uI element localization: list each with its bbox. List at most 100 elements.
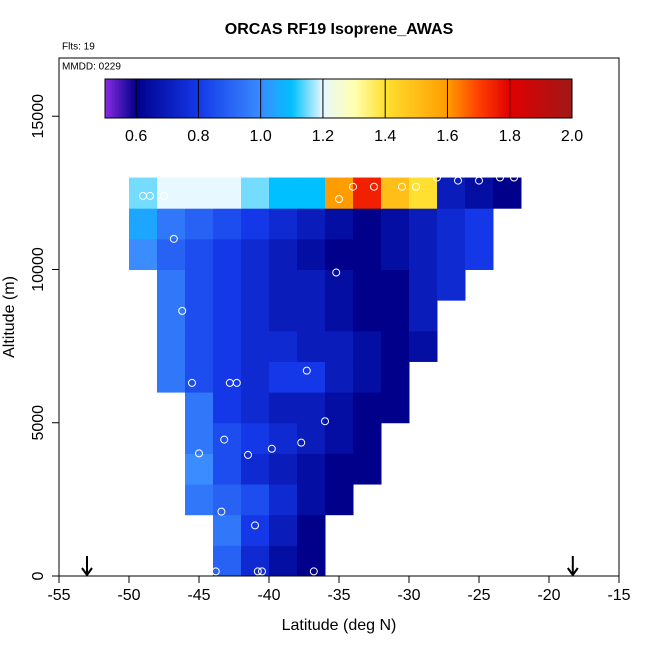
colorbar-swatch bbox=[371, 79, 374, 118]
colorbar-swatch bbox=[130, 79, 134, 118]
heat-cell bbox=[213, 484, 242, 516]
heat-cell bbox=[297, 208, 326, 240]
colorbar-swatch bbox=[147, 79, 150, 118]
heat-cell bbox=[241, 269, 270, 301]
heat-cell bbox=[381, 269, 410, 301]
colorbar-swatch bbox=[389, 79, 393, 118]
heat-cell bbox=[409, 300, 438, 332]
heat-cell bbox=[269, 177, 298, 209]
colorbar-swatch bbox=[522, 79, 526, 118]
x-tick-label: -50 bbox=[117, 587, 140, 604]
heat-cell bbox=[241, 300, 270, 332]
sample-point bbox=[146, 191, 154, 200]
heat-cell bbox=[213, 392, 242, 424]
heat-cell bbox=[325, 330, 354, 362]
sample-point bbox=[370, 182, 378, 191]
heat-cell bbox=[465, 238, 494, 270]
heat-cell bbox=[241, 392, 270, 424]
flights-note: Flts: 19 bbox=[62, 42, 95, 53]
colorbar-swatch bbox=[546, 79, 550, 118]
colorbar-swatch bbox=[240, 79, 244, 118]
x-tick-label: -25 bbox=[467, 587, 490, 604]
colorbar-swatch bbox=[394, 79, 398, 118]
colorbar-swatch bbox=[196, 79, 199, 118]
sample-point bbox=[510, 173, 518, 182]
sample-point bbox=[251, 521, 259, 530]
heat-cell bbox=[353, 238, 382, 270]
sample-point bbox=[433, 173, 441, 182]
colorbar-swatch bbox=[198, 79, 202, 118]
heat-cell bbox=[185, 300, 214, 332]
colorbar-swatch bbox=[357, 79, 360, 118]
colorbar-swatch bbox=[347, 79, 351, 118]
heat-cell bbox=[241, 484, 270, 516]
heat-cell bbox=[129, 208, 158, 240]
heat-cell bbox=[213, 514, 242, 546]
colorbar-swatch bbox=[263, 79, 267, 118]
colorbar-swatch bbox=[483, 79, 487, 118]
colorbar-swatch bbox=[555, 79, 559, 118]
date-note: MMDD: 0229 bbox=[62, 62, 121, 73]
colorbar-swatch bbox=[441, 79, 444, 118]
colorbar-swatch bbox=[501, 79, 505, 118]
heat-cell bbox=[381, 208, 410, 240]
sample-point bbox=[169, 234, 178, 243]
colorbar-swatch bbox=[387, 79, 391, 118]
colorbar-swatch bbox=[256, 79, 260, 118]
colorbar-tick-label: 1.6 bbox=[436, 128, 458, 145]
y-tick-label: 5000 bbox=[30, 405, 47, 441]
heat-cell bbox=[185, 238, 214, 270]
heat-cell bbox=[409, 269, 438, 301]
colorbar-swatch bbox=[158, 79, 162, 118]
colorbar-swatch bbox=[515, 79, 519, 118]
heat-cell bbox=[353, 392, 382, 424]
sample-point bbox=[309, 567, 318, 576]
colorbar-swatch bbox=[548, 79, 552, 118]
colorbar-swatch bbox=[156, 79, 160, 118]
colorbar-swatch bbox=[415, 79, 419, 118]
heat-cell bbox=[157, 238, 186, 270]
colorbar-swatch bbox=[457, 79, 461, 118]
colorbar-swatch bbox=[469, 79, 472, 118]
colorbar-tick-label: 0.8 bbox=[187, 128, 209, 145]
colorbar-swatch bbox=[282, 79, 286, 118]
colorbar-swatch bbox=[119, 79, 122, 118]
colorbar-swatch bbox=[497, 79, 501, 118]
colorbar-swatch bbox=[163, 79, 167, 118]
heat-cell bbox=[297, 177, 326, 209]
colorbar-swatch bbox=[513, 79, 517, 118]
colorbar-swatch bbox=[280, 79, 283, 118]
colorbar-swatch bbox=[529, 79, 533, 118]
colorbar-swatch bbox=[142, 79, 146, 118]
colorbar-swatch bbox=[261, 79, 265, 118]
colorbar-swatch bbox=[532, 79, 536, 118]
colorbar-swatch bbox=[431, 79, 435, 118]
heat-cell bbox=[409, 330, 438, 362]
colorbar-swatch bbox=[291, 79, 295, 118]
heat-cell bbox=[297, 453, 326, 485]
heat-cell bbox=[353, 422, 382, 454]
flight-end-arrow bbox=[81, 556, 93, 577]
colorbar-swatch bbox=[233, 79, 237, 118]
colorbar-swatch bbox=[382, 79, 386, 118]
x-tick-label: -15 bbox=[607, 587, 630, 604]
colorbar-swatch bbox=[238, 79, 241, 118]
colorbar-swatch bbox=[270, 79, 274, 118]
heat-cell bbox=[465, 177, 494, 209]
colorbar-swatch bbox=[305, 79, 309, 118]
heat-cell bbox=[297, 545, 326, 577]
colorbar-swatch bbox=[436, 79, 440, 118]
heat-cell bbox=[269, 361, 298, 393]
heat-cell bbox=[353, 453, 382, 485]
colorbar-swatch bbox=[324, 79, 328, 118]
heat-cell bbox=[269, 330, 298, 362]
colorbar-swatch bbox=[490, 79, 494, 118]
heat-cell bbox=[353, 330, 382, 362]
colorbar-swatch bbox=[508, 79, 512, 118]
colorbar-swatch bbox=[518, 79, 522, 118]
colorbar-swatch bbox=[151, 79, 155, 118]
colorbar-swatch bbox=[354, 79, 358, 118]
colorbar-swatch bbox=[359, 79, 363, 118]
colorbar-swatch bbox=[427, 79, 430, 118]
colorbar-swatch bbox=[193, 79, 197, 118]
